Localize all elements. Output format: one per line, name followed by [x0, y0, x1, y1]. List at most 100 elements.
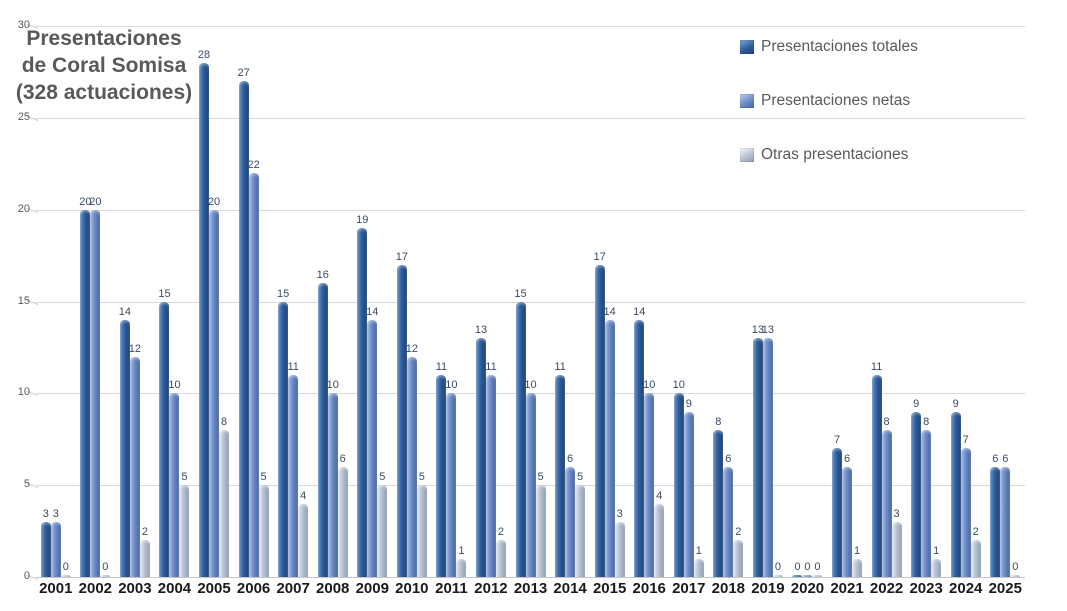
bar — [248, 172, 259, 577]
bar — [456, 558, 467, 577]
bar-value-label: 17 — [593, 250, 606, 263]
bar-value-label: 15 — [514, 287, 527, 300]
bar — [891, 521, 902, 577]
bar-value-label: 3 — [616, 507, 623, 520]
chart-title: Presentaciones de Coral Somisa (328 actu… — [15, 27, 193, 104]
bar-group: 15 10 5 — [511, 26, 551, 577]
gridline — [36, 301, 1025, 303]
bar-wrap: 0 — [792, 561, 803, 577]
bar-value-label: 2 — [497, 526, 505, 539]
bar-wrap: 5 — [416, 471, 427, 577]
bar-value-label: 16 — [316, 269, 329, 282]
bar-group: 17 14 3 — [590, 26, 630, 577]
bar — [475, 338, 486, 577]
x-axis: 2001 2002 2003 2004 2005 2006 2007 2008 2009 2010… — [36, 580, 1025, 597]
bar-group: 11 8 3 — [867, 26, 907, 577]
bar — [594, 264, 605, 577]
bar — [258, 485, 269, 577]
bar-value-label: 11 — [870, 360, 883, 373]
legend-marker-icon — [740, 148, 754, 162]
bar — [50, 521, 61, 577]
bar-wrap: 6 — [723, 453, 734, 577]
bar-value-label: 10 — [445, 379, 458, 392]
bar-wrap: 2 — [139, 526, 150, 577]
bar-wrap: 1 — [693, 544, 704, 577]
bar-wrap: 0 — [60, 561, 71, 577]
bar — [436, 374, 447, 577]
bar — [288, 374, 299, 577]
bar-wrap: 10 — [445, 379, 458, 577]
x-axis-label: 2009 — [355, 580, 389, 597]
bar-value-label: 11 — [435, 360, 448, 373]
bar — [515, 301, 526, 577]
bar-wrap: 6 — [990, 453, 1001, 577]
bar-value-label: 8 — [715, 416, 722, 429]
bar-value-label: 0 — [774, 561, 781, 573]
bar-wrap: 20 — [207, 195, 221, 577]
bar-value-label: 10 — [672, 379, 685, 392]
bar-value-label: 19 — [356, 214, 369, 227]
bar-value-label: 13 — [474, 324, 488, 337]
bar-value-label: 1 — [695, 544, 702, 557]
bar-value-label: 10 — [168, 379, 181, 392]
bar-value-label: 1 — [853, 544, 861, 557]
bar-value-label: 9 — [952, 397, 959, 410]
bar-value-label: 20 — [207, 195, 221, 208]
y-tick-label: 0 — [23, 570, 30, 582]
bar-value-label: 5 — [418, 471, 425, 484]
bar — [733, 540, 744, 577]
bar-value-label: 6 — [843, 452, 851, 465]
bar-wrap: 10 — [168, 379, 181, 577]
bar-wrap: 1 — [456, 545, 467, 577]
bar-wrap: 8 — [713, 416, 724, 577]
bar-wrap: 4 — [298, 490, 309, 577]
bar-value-label: 10 — [524, 379, 537, 392]
legend-marker-icon — [740, 40, 754, 54]
y-tick-label: 10 — [17, 386, 30, 399]
bar-wrap: 3 — [40, 508, 51, 577]
bar-value-label: 8 — [923, 416, 930, 429]
bar-wrap: 11 — [485, 361, 497, 577]
bar-value-label: 0 — [804, 561, 811, 573]
bar — [238, 81, 249, 577]
bar-value-label: 14 — [633, 305, 646, 318]
bar-value-label: 2 — [735, 526, 742, 539]
bar — [406, 356, 417, 577]
bar — [337, 466, 348, 577]
bar — [209, 209, 220, 577]
bar — [772, 575, 783, 577]
bar — [219, 430, 230, 577]
bar-wrap: 8 — [921, 416, 932, 577]
bar — [377, 485, 388, 577]
bar — [852, 558, 863, 577]
legend-item-label: Otras presentaciones — [761, 146, 909, 163]
x-axis-label: 2012 — [474, 580, 508, 597]
bar-value-label: 7 — [833, 434, 841, 447]
bar-wrap: 14 — [604, 306, 616, 577]
bar — [357, 228, 368, 577]
legend-item: Otras presentaciones — [740, 146, 918, 164]
bar-value-label: 0 — [62, 561, 69, 573]
bar-value-label: 3 — [893, 507, 900, 520]
x-axis-label: 2011 — [435, 580, 468, 597]
y-tick-label: 15 — [17, 294, 30, 307]
x-axis-label: 2021 — [830, 580, 864, 597]
bar — [90, 209, 101, 577]
bar-wrap: 19 — [356, 214, 369, 577]
gridline — [36, 26, 1025, 27]
bar-wrap: 0 — [1010, 561, 1021, 577]
bar-value-label: 0 — [102, 561, 109, 573]
bar-wrap: 20 — [79, 196, 91, 577]
bar-wrap: 5 — [535, 471, 546, 577]
bar — [139, 540, 150, 577]
bar-value-label: 10 — [643, 379, 656, 392]
bar-value-label: 6 — [1002, 452, 1009, 465]
bar-value-label: 0 — [814, 561, 821, 573]
bar-value-label: 11 — [554, 360, 566, 373]
bar — [169, 393, 180, 577]
bar-wrap: 13 — [762, 324, 774, 577]
bar — [327, 393, 338, 577]
